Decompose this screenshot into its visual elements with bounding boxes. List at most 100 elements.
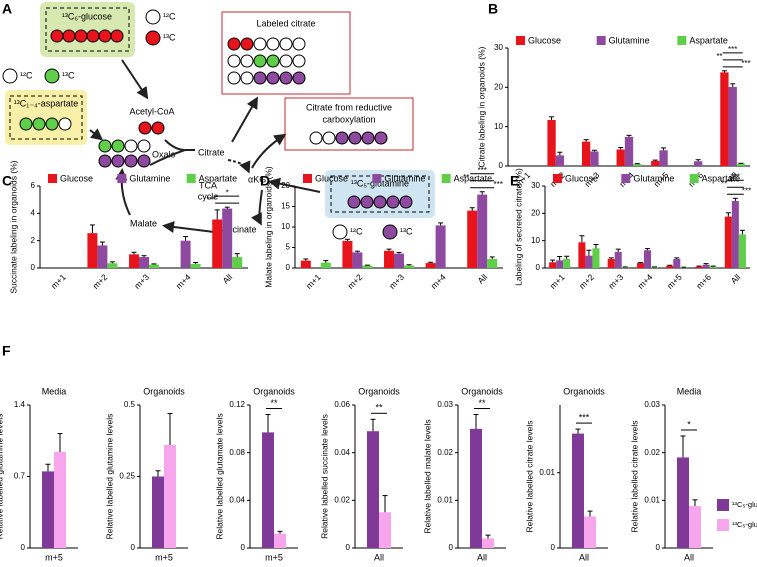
bar <box>590 151 599 166</box>
legend-swatch <box>689 174 699 183</box>
bar <box>232 257 243 268</box>
bar <box>677 457 689 548</box>
x-tick-label: m+1 <box>548 272 567 291</box>
bar <box>107 263 118 268</box>
y-axis-label: Succinate labeling in organoids (%) <box>8 160 18 293</box>
x-tick-label: m+4 <box>174 272 193 291</box>
y-tick-label: 0.25 <box>119 472 135 481</box>
bar <box>470 428 482 548</box>
akg-label: αKG <box>248 174 266 184</box>
y-tick-label: 0 <box>286 263 291 272</box>
panel-title: Organoids <box>563 386 605 396</box>
y-axis-label: Relative labelled glutamate levels <box>214 413 224 539</box>
y-tick-label: 20 <box>531 208 540 217</box>
legend-label: Glucose <box>528 35 561 45</box>
x-tick-label: m+3 <box>132 272 151 291</box>
arrow <box>121 59 149 100</box>
y-tick-label: 20 <box>281 181 290 190</box>
y-axis-label: Relative labelled glutamine levels <box>104 414 114 540</box>
y-tick-label: 0 <box>346 543 351 552</box>
c13-icon <box>44 68 60 84</box>
bar <box>621 267 629 268</box>
pathway-diagram: ¹³C₆-glucose ¹²C ¹³C Labeled citrate ¹²C… <box>2 2 435 240</box>
reductive-label: carboxylation <box>322 114 375 124</box>
bar <box>736 163 746 166</box>
arrow <box>268 177 321 193</box>
x-tick-label: m+6 <box>694 272 713 291</box>
bar <box>584 516 596 548</box>
significance-label: *** <box>494 180 503 189</box>
c12-label: ¹²C <box>350 226 363 236</box>
y-tick-label: 0.02 <box>437 448 453 457</box>
y-tick-label: 0.7 <box>14 472 26 481</box>
c12-icon <box>145 9 161 25</box>
y-tick-label: 0 <box>551 543 556 552</box>
x-tick-label: m+4 <box>429 272 448 291</box>
panel-title: Media <box>42 386 67 396</box>
malate-label: Malate <box>130 218 157 228</box>
panel-labels: A B C D E F <box>2 1 519 359</box>
bar <box>731 201 739 268</box>
bar <box>709 266 717 268</box>
legend-label: Aspartate <box>689 35 728 45</box>
bar <box>720 72 729 166</box>
bar <box>379 512 391 548</box>
y-axis-label: Citrate labeling in organoids (%) <box>476 46 486 167</box>
bar <box>139 257 149 268</box>
panel-title: Organoids <box>461 386 503 396</box>
legend-swatch <box>596 36 606 45</box>
bar <box>738 234 746 268</box>
x-tick-label: All <box>374 552 384 562</box>
x-tick-label: m+1 <box>304 272 323 291</box>
bar <box>129 254 140 268</box>
bar <box>659 150 668 166</box>
bar <box>666 265 674 268</box>
bar <box>673 258 681 268</box>
bar <box>180 240 191 268</box>
legend-swatch <box>372 174 382 183</box>
y-tick-label: 6 <box>31 181 36 190</box>
y-tick-label: 0.01 <box>644 495 660 504</box>
c13-icon <box>382 224 398 240</box>
bar <box>549 262 557 268</box>
c12-icon <box>332 224 348 240</box>
legend-label: Aspartate <box>454 173 493 183</box>
significance-label: * <box>226 188 229 197</box>
legend-swatch <box>717 499 729 511</box>
x-tick-label: m+5 <box>45 552 63 562</box>
y-tick-label: 0 <box>21 543 26 552</box>
y-tick-label: 0 <box>656 543 661 552</box>
bar <box>624 136 634 166</box>
bar <box>482 538 494 548</box>
bar <box>614 251 622 268</box>
y-axis-label: Relative labelled malate levels <box>422 419 432 533</box>
legend-label: Glucose <box>315 173 348 183</box>
bar <box>592 248 600 268</box>
y-tick-label: 1.4 <box>14 400 26 409</box>
legend-label: ¹³C₅-glutamine <box>732 500 757 509</box>
bar <box>651 160 660 166</box>
bar <box>274 533 286 548</box>
y-tick-label: 4 <box>31 208 36 217</box>
y-tick-label: 0 <box>131 543 136 552</box>
bar <box>477 194 488 268</box>
panel-label: D <box>260 173 270 189</box>
y-axis-label: Malate labeling in organoids (%) <box>263 166 273 288</box>
y-tick-label: 0.04 <box>334 448 350 457</box>
x-tick-label: m+4 <box>636 272 655 291</box>
glucose-box <box>40 2 135 57</box>
y-tick-label: 0 <box>536 263 541 272</box>
bar <box>643 250 652 268</box>
significance-label: *** <box>741 59 750 68</box>
x-tick-label: m+5 <box>155 552 173 562</box>
y-tick-label: 2 <box>31 236 36 245</box>
panel-label: E <box>510 173 519 189</box>
bar <box>300 260 311 268</box>
panel-label: C <box>2 173 12 189</box>
bar <box>403 265 414 268</box>
reductive-box <box>284 97 414 151</box>
x-tick-label: m+5 <box>665 272 684 291</box>
citrate-label: Citrate <box>198 147 225 157</box>
c13-label: ¹³C <box>163 32 176 42</box>
